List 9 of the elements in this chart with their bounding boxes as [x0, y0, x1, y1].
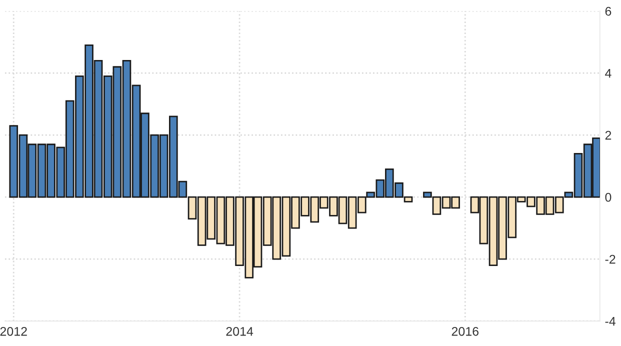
x-tick-label: 2014 [226, 326, 254, 336]
y-tick-label: 0 [605, 192, 612, 202]
y-tick-label: 4 [605, 69, 612, 78]
x-tick-label: 2012 [0, 326, 27, 336]
x-tick-label: 2016 [452, 326, 478, 336]
y-tick-label: 6 [605, 6, 612, 16]
y-tick-label: -4 [605, 317, 616, 326]
y-tick-label: -2 [605, 254, 616, 264]
y-tick-label: 2 [605, 130, 612, 140]
